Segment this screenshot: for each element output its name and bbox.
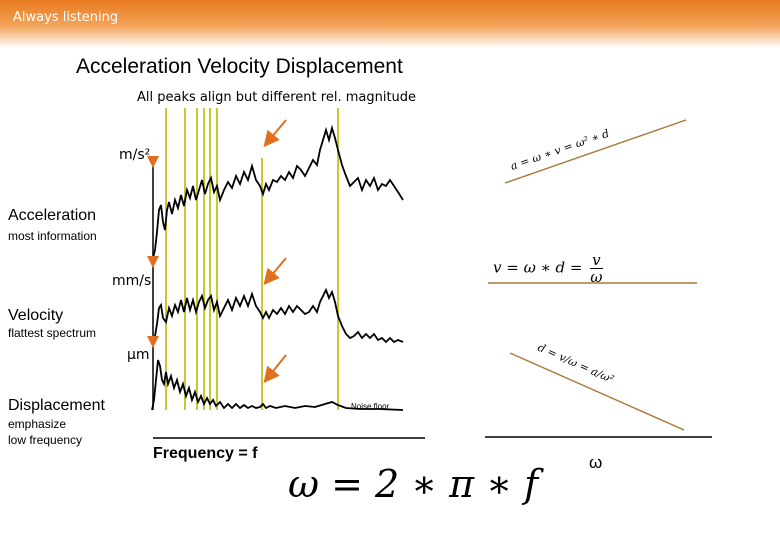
peak-alignment-lines [165, 108, 339, 410]
velocity-spectrum-curve [151, 287, 404, 344]
rotated-acceleration-equation: a = ω ∗ v = ω² ∗ d [509, 127, 611, 173]
velocity-note: flattest spectrum [8, 326, 97, 340]
unit-displacement: μm [127, 347, 150, 363]
rotated-displacement-equation: d = v/ω = a/ω² [536, 341, 616, 386]
displacement-label: Displacement [8, 397, 105, 414]
acceleration-trend-line [504, 119, 687, 184]
velocity-equation: v = ω ∗ d = v ω [493, 252, 603, 285]
omega-equation: ω = 2 ∗ π ∗ f [288, 462, 539, 506]
velocity-label: Velocity [8, 307, 64, 324]
arrow-velocity [263, 257, 287, 286]
arrow-displacement [263, 354, 287, 384]
header-bar: Always listening [0, 0, 780, 48]
velocity-equation-lhs: v = ω ∗ d = [493, 258, 583, 277]
unit-acceleration: m/s² [119, 147, 151, 163]
velocity-fraction: v ω [590, 251, 603, 286]
slide-title: Acceleration Velocity Displacement [76, 55, 403, 78]
slide-subtitle: All peaks align but different rel. magni… [137, 90, 417, 105]
velocity-fraction-den: ω [590, 268, 603, 286]
displacement-note-2: low frequency [8, 433, 83, 447]
acceleration-label: Acceleration [8, 207, 97, 224]
velocity-fraction-num: v [590, 251, 603, 269]
x-axis-label: Frequency = f [153, 445, 258, 462]
brand-text: Always listening [13, 10, 119, 25]
acceleration-spectrum-curve [151, 124, 404, 263]
unit-velocity: mm/s [112, 273, 152, 289]
acceleration-note: most information [8, 229, 97, 243]
omega-axis-label: ω [589, 453, 603, 472]
displacement-spectrum-curve [151, 359, 404, 411]
displacement-note-1: emphasize [8, 417, 67, 431]
arrow-acceleration [263, 119, 287, 148]
displacement-trend-line [509, 352, 685, 431]
peak-arrows [263, 119, 287, 384]
noise-floor-label: Noise floor [351, 402, 390, 411]
